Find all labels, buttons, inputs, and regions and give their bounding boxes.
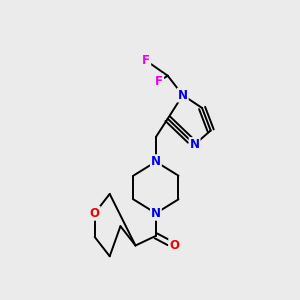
Text: N: N <box>190 138 200 151</box>
Text: N: N <box>151 207 161 220</box>
Text: N: N <box>151 155 161 168</box>
Text: F: F <box>142 54 150 67</box>
Text: N: N <box>178 88 188 102</box>
Text: O: O <box>90 207 100 220</box>
Text: F: F <box>155 75 163 88</box>
Text: O: O <box>169 239 179 252</box>
